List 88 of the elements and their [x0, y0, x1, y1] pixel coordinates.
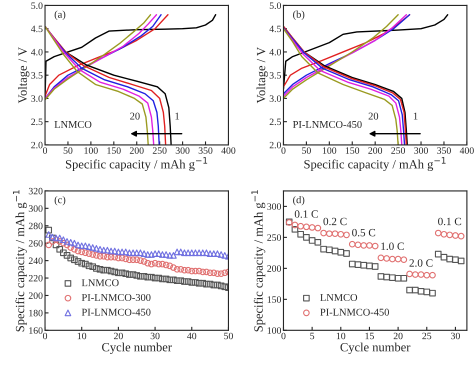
- x-tick-label: 50: [302, 147, 311, 154]
- y-tick-label: 3.0: [270, 95, 282, 102]
- x-tick-label: 150: [107, 147, 121, 154]
- annotation: 2.0 C: [409, 259, 432, 267]
- legend-label: PI-LNMCO-450: [320, 308, 389, 316]
- annotation: 0.2 C: [323, 218, 346, 226]
- x-tick-label: 20: [114, 332, 123, 340]
- x-tick-label: 400: [221, 147, 236, 154]
- annotation: 0.1 C: [438, 218, 462, 226]
- y-axis-title: Voltage / V: [18, 47, 30, 104]
- x-axis-title: Cycle number: [102, 342, 172, 354]
- annotation: 0.1 C: [294, 210, 318, 218]
- legend-label: LNMCO: [320, 294, 358, 301]
- x-tick-label: 5: [310, 332, 314, 340]
- x-tick-label: 10: [78, 332, 86, 340]
- x-tick-label: 350: [437, 147, 451, 154]
- y-tick-label: 2.5: [31, 118, 43, 126]
- annotation: LNMCO: [54, 120, 92, 128]
- y-tick-label: 200: [267, 265, 282, 272]
- annotation: 1: [175, 112, 180, 120]
- annotation: (c): [54, 196, 66, 206]
- y-tick-label: 5.0: [270, 2, 282, 9]
- x-tick-label: 300: [414, 147, 428, 154]
- x-tick-label: 25: [422, 332, 432, 340]
- x-tick-label: 300: [176, 147, 190, 154]
- annotation: PI-LNMCO-450: [292, 120, 362, 128]
- y-tick-label: 280: [28, 222, 43, 230]
- y-tick-label: 3.0: [31, 95, 43, 102]
- y-tick-label: 4.0: [269, 48, 282, 56]
- legend-label: LNMCO: [82, 279, 119, 286]
- y-tick-label: 160: [29, 327, 43, 334]
- x-tick-label: 400: [460, 147, 474, 154]
- y-tick-label: 4.5: [269, 26, 282, 32]
- y-axis-title: Specific capacity / mAh g$^{−1}$: [12, 190, 27, 332]
- legend-label: PI-LNMCO-300: [82, 294, 151, 301]
- y-tick-label: 3.5: [31, 72, 43, 79]
- x-tick-label: 200: [130, 147, 144, 154]
- x-tick-label: 150: [346, 147, 360, 154]
- y-tick-label: 3.5: [270, 72, 282, 79]
- y-tick-label: 300: [28, 205, 43, 212]
- annotation: (b): [293, 10, 304, 20]
- x-tick-label: 0: [42, 332, 48, 340]
- annotation: (d): [293, 196, 304, 206]
- legend-label: PI-LNMCO-450: [82, 308, 151, 316]
- x-tick-label: 0: [281, 332, 286, 340]
- y-tick-label: 150: [268, 296, 282, 303]
- y-tick-label: 2.0: [31, 142, 43, 148]
- x-tick-label: 200: [368, 147, 382, 154]
- annotation: 1.0 C: [381, 242, 404, 250]
- x-tick-label: 100: [84, 147, 98, 154]
- y-tick-label: 220: [28, 274, 43, 282]
- y-tick-label: 240: [28, 258, 43, 264]
- x-tick-label: 350: [198, 147, 212, 154]
- y-tick-label: 5.0: [31, 2, 43, 9]
- y-tick-label: 180: [29, 310, 43, 316]
- y-axis-title: Specific capacity / mAh g$^{−1}$: [251, 190, 266, 332]
- y-tick-label: 2.5: [270, 118, 282, 126]
- x-tick-label: 30: [150, 332, 160, 340]
- y-tick-label: 320: [28, 188, 43, 194]
- annotation: 1: [414, 112, 418, 120]
- y-tick-label: 4.5: [30, 26, 43, 32]
- y-tick-label: 250: [267, 234, 282, 241]
- x-tick-label: 250: [391, 147, 406, 154]
- y-tick-label: 2.0: [270, 142, 282, 148]
- y-axis-title: Voltage / V: [256, 47, 268, 104]
- x-tick-label: 30: [451, 332, 460, 340]
- annotation: 20: [130, 112, 140, 120]
- y-tick-label: 260: [28, 240, 43, 247]
- annotation: 0.5 C: [352, 228, 376, 236]
- x-tick-label: 0: [281, 147, 286, 154]
- x-tick-label: 0: [42, 147, 48, 154]
- x-axis-title: Cycle number: [340, 342, 410, 354]
- x-tick-label: 20: [394, 332, 403, 340]
- x-tick-label: 50: [64, 147, 72, 154]
- x-axis-title: Specific capacity / mAh g$^{−1}$: [304, 157, 446, 172]
- y-tick-label: 300: [267, 203, 282, 210]
- x-tick-label: 50: [224, 332, 233, 340]
- x-tick-label: 15: [365, 332, 374, 340]
- annotation: (a): [54, 10, 66, 20]
- y-tick-label: 4.0: [30, 48, 43, 56]
- x-tick-label: 100: [322, 147, 336, 154]
- x-tick-label: 40: [187, 332, 196, 340]
- x-tick-label: 10: [336, 332, 346, 340]
- y-tick-label: 200: [28, 292, 43, 299]
- y-tick-label: 100: [268, 327, 282, 334]
- annotation: 20: [368, 112, 378, 120]
- x-tick-label: 250: [152, 147, 167, 154]
- x-axis-title: Specific capacity / mAh g$^{−1}$: [66, 157, 208, 172]
